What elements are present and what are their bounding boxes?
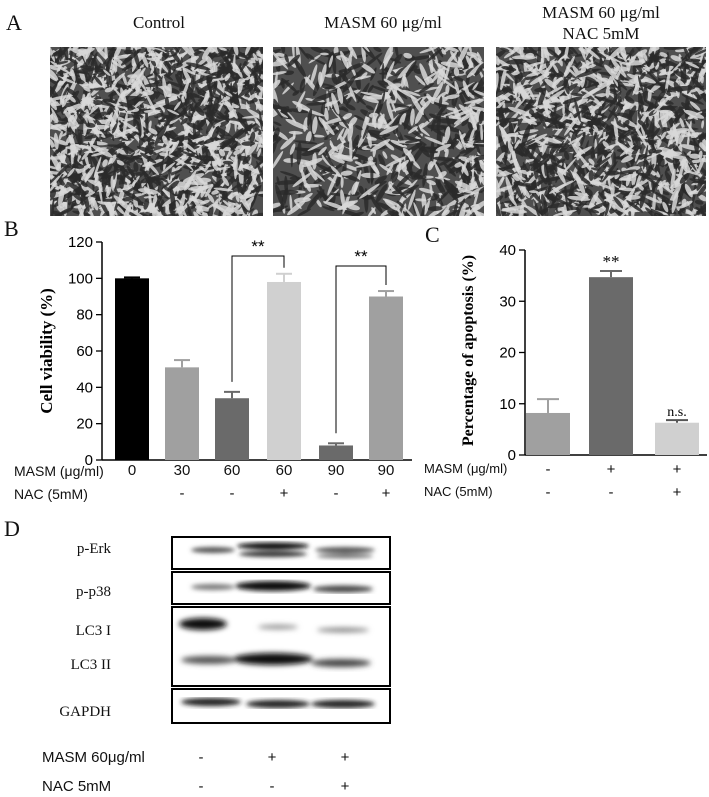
y-tick-label: 120	[68, 234, 93, 251]
bar	[215, 398, 249, 460]
blot-p-p38	[171, 571, 391, 605]
significance-label: **	[354, 247, 368, 266]
bar	[655, 422, 699, 455]
condition-value: -	[608, 484, 614, 501]
row-label-nac-c: NAC (5mM)	[424, 484, 493, 499]
condition-sign: -	[269, 778, 275, 795]
bar	[165, 367, 199, 460]
bar	[267, 281, 301, 460]
significance-bracket	[335, 265, 387, 434]
condition-value: 60	[223, 462, 241, 479]
condition-sign: -	[198, 778, 204, 795]
condition-value: +	[279, 485, 289, 502]
blot-label-p-p38: p-p38	[76, 584, 111, 600]
y-tick-label: 30	[499, 293, 516, 310]
condition-value: +	[672, 484, 682, 501]
y-tick-label: 40	[499, 242, 516, 259]
y-tick-label: 0	[85, 452, 93, 469]
image-title-control: Control	[133, 13, 185, 32]
condition-value: -	[545, 484, 551, 501]
y-tick-label: 80	[76, 307, 93, 324]
condition-value: 90	[327, 462, 345, 479]
bar	[526, 412, 570, 455]
condition-sign: +	[340, 749, 350, 766]
d-row-label-masm: MASM 60μg/ml	[42, 749, 145, 766]
panel-letter-a: A	[6, 10, 22, 35]
condition-value: -	[545, 461, 551, 478]
significance-bracket	[231, 255, 285, 382]
bar	[589, 277, 633, 455]
d-row-label-nac: NAC 5mM	[42, 778, 112, 795]
condition-sign: +	[340, 778, 350, 795]
y-axis-label: Percentage of apoptosis (%)	[460, 255, 477, 446]
row-label-masm-b: MASM (μg/ml)	[14, 463, 104, 479]
y-tick-label: 60	[76, 343, 93, 360]
row-label-masm-c: MASM (μg/ml)	[424, 461, 508, 476]
micrograph-masm-nac	[496, 47, 706, 216]
blot-gapdh	[171, 688, 391, 724]
condition-sign: -	[198, 749, 204, 766]
y-tick-label: 20	[76, 416, 93, 433]
condition-sign: +	[267, 749, 277, 766]
micrograph-masm	[273, 47, 484, 216]
bar	[319, 445, 353, 460]
condition-value: +	[672, 461, 682, 478]
micrograph-control	[50, 47, 263, 216]
y-tick-label: 20	[499, 345, 516, 362]
significance-label: **	[251, 237, 265, 256]
condition-value: -	[179, 485, 185, 502]
blot-label-p-erk: p-Erk	[76, 541, 111, 557]
blot-label-lc3-i: LC3 I	[75, 623, 111, 639]
chart-cell-viability: 0 20 40 60 80 100 120 Cell viability (%) ** **	[37, 234, 412, 469]
y-tick-label: 10	[499, 396, 516, 413]
bar	[115, 278, 149, 460]
y-tick-label: 40	[76, 379, 93, 396]
panel-letter-c: C	[425, 222, 440, 247]
significance-label: **	[603, 252, 620, 271]
panel-letter-d: D	[4, 516, 20, 541]
condition-value: +	[606, 461, 616, 478]
condition-value: +	[381, 485, 391, 502]
y-tick-label: 0	[508, 447, 516, 464]
blot-lc3	[171, 606, 391, 687]
panel-letter-b: B	[4, 216, 19, 241]
blot-p-erk	[171, 536, 391, 570]
condition-value: 30	[173, 462, 191, 479]
image-title-masm: MASM 60 μg/ml	[324, 13, 442, 32]
blot-label-gapdh: GAPDH	[59, 704, 111, 720]
condition-value: 60	[275, 462, 293, 479]
condition-value: -	[333, 485, 339, 502]
condition-value: 0	[127, 462, 137, 479]
significance-label: n.s.	[667, 405, 686, 420]
y-tick-label: 100	[68, 270, 93, 287]
image-title-masm-nac: MASM 60 μg/ml NAC 5mM	[542, 3, 660, 43]
bar	[369, 296, 403, 460]
chart-apoptosis: 0 10 20 30 40 Percentage of apoptosis (%) ** n.…	[460, 242, 707, 464]
row-label-nac-b: NAC (5mM)	[14, 486, 88, 502]
y-axis-label: Cell viability (%)	[37, 288, 56, 414]
blot-label-lc3-ii: LC3 II	[70, 657, 111, 673]
condition-value: -	[229, 485, 235, 502]
condition-value: 90	[377, 462, 395, 479]
